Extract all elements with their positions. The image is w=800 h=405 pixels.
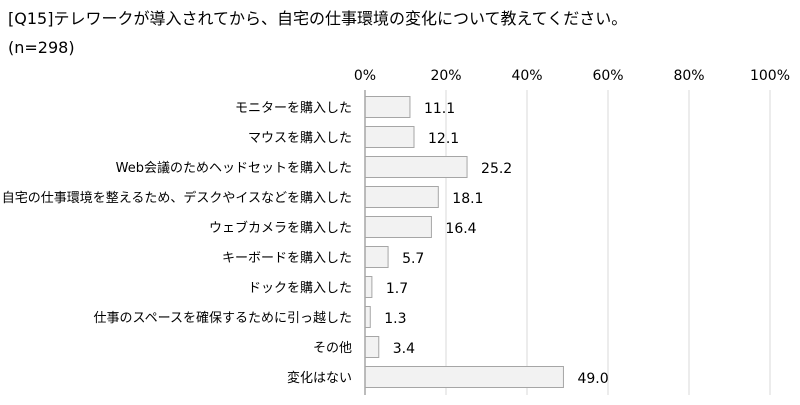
value-label: 18.1 xyxy=(452,191,483,207)
bar xyxy=(364,186,439,208)
value-label: 12.1 xyxy=(428,131,459,147)
bar xyxy=(364,336,380,358)
bar xyxy=(364,126,415,148)
value-label: 16.4 xyxy=(445,221,476,237)
value-label: 5.7 xyxy=(402,251,424,267)
bar xyxy=(364,156,468,178)
x-tick-labels: 0% 20% 40% 60% 80% 100% xyxy=(354,68,790,84)
bar xyxy=(364,366,564,388)
category-label: ウェブカメラを購入した xyxy=(209,220,352,236)
chart-subtitle: (n=298) xyxy=(8,38,75,57)
bar xyxy=(364,216,432,238)
chart-title: [Q15]テレワークが導入されてから、自宅の仕事環境の変化について教えてください… xyxy=(8,9,628,28)
bar xyxy=(364,306,371,328)
category-label: 変化はない xyxy=(287,370,352,386)
value-label: 11.1 xyxy=(424,101,455,117)
bar xyxy=(364,246,389,268)
value-label: 1.7 xyxy=(386,281,408,297)
category-label: モニターを購入した xyxy=(235,101,352,116)
category-label: その他 xyxy=(313,341,352,356)
value-labels: 11.1 12.1 25.2 18.1 16.4 5.7 1.7 1.3 3.4 49.0 xyxy=(384,101,608,387)
category-label: マウスを購入した xyxy=(248,131,352,146)
category-label: 自宅の仕事環境を整えるため、デスクやイスなどを購入した xyxy=(2,190,352,206)
category-label: キーボードを購入した xyxy=(222,251,352,266)
x-tick-label: 60% xyxy=(592,68,623,84)
value-label: 49.0 xyxy=(577,371,608,387)
x-tick-label: 100% xyxy=(750,68,790,84)
value-label: 3.4 xyxy=(393,341,415,357)
x-tick-label: 20% xyxy=(430,68,461,84)
x-tick-label: 40% xyxy=(511,68,542,84)
category-label: Web会議のためヘッドセットを購入した xyxy=(116,161,352,176)
category-label: 仕事のスペースを確保するために引っ越した xyxy=(94,310,352,326)
grid-lines xyxy=(445,90,771,395)
x-tick-label: 0% xyxy=(354,68,376,84)
value-label: 1.3 xyxy=(384,311,406,327)
bars xyxy=(364,96,564,388)
value-label: 25.2 xyxy=(481,161,512,177)
bar xyxy=(364,96,411,118)
x-tick-label: 80% xyxy=(673,68,704,84)
category-label: ドックを購入した xyxy=(248,281,352,296)
bar xyxy=(364,276,373,298)
